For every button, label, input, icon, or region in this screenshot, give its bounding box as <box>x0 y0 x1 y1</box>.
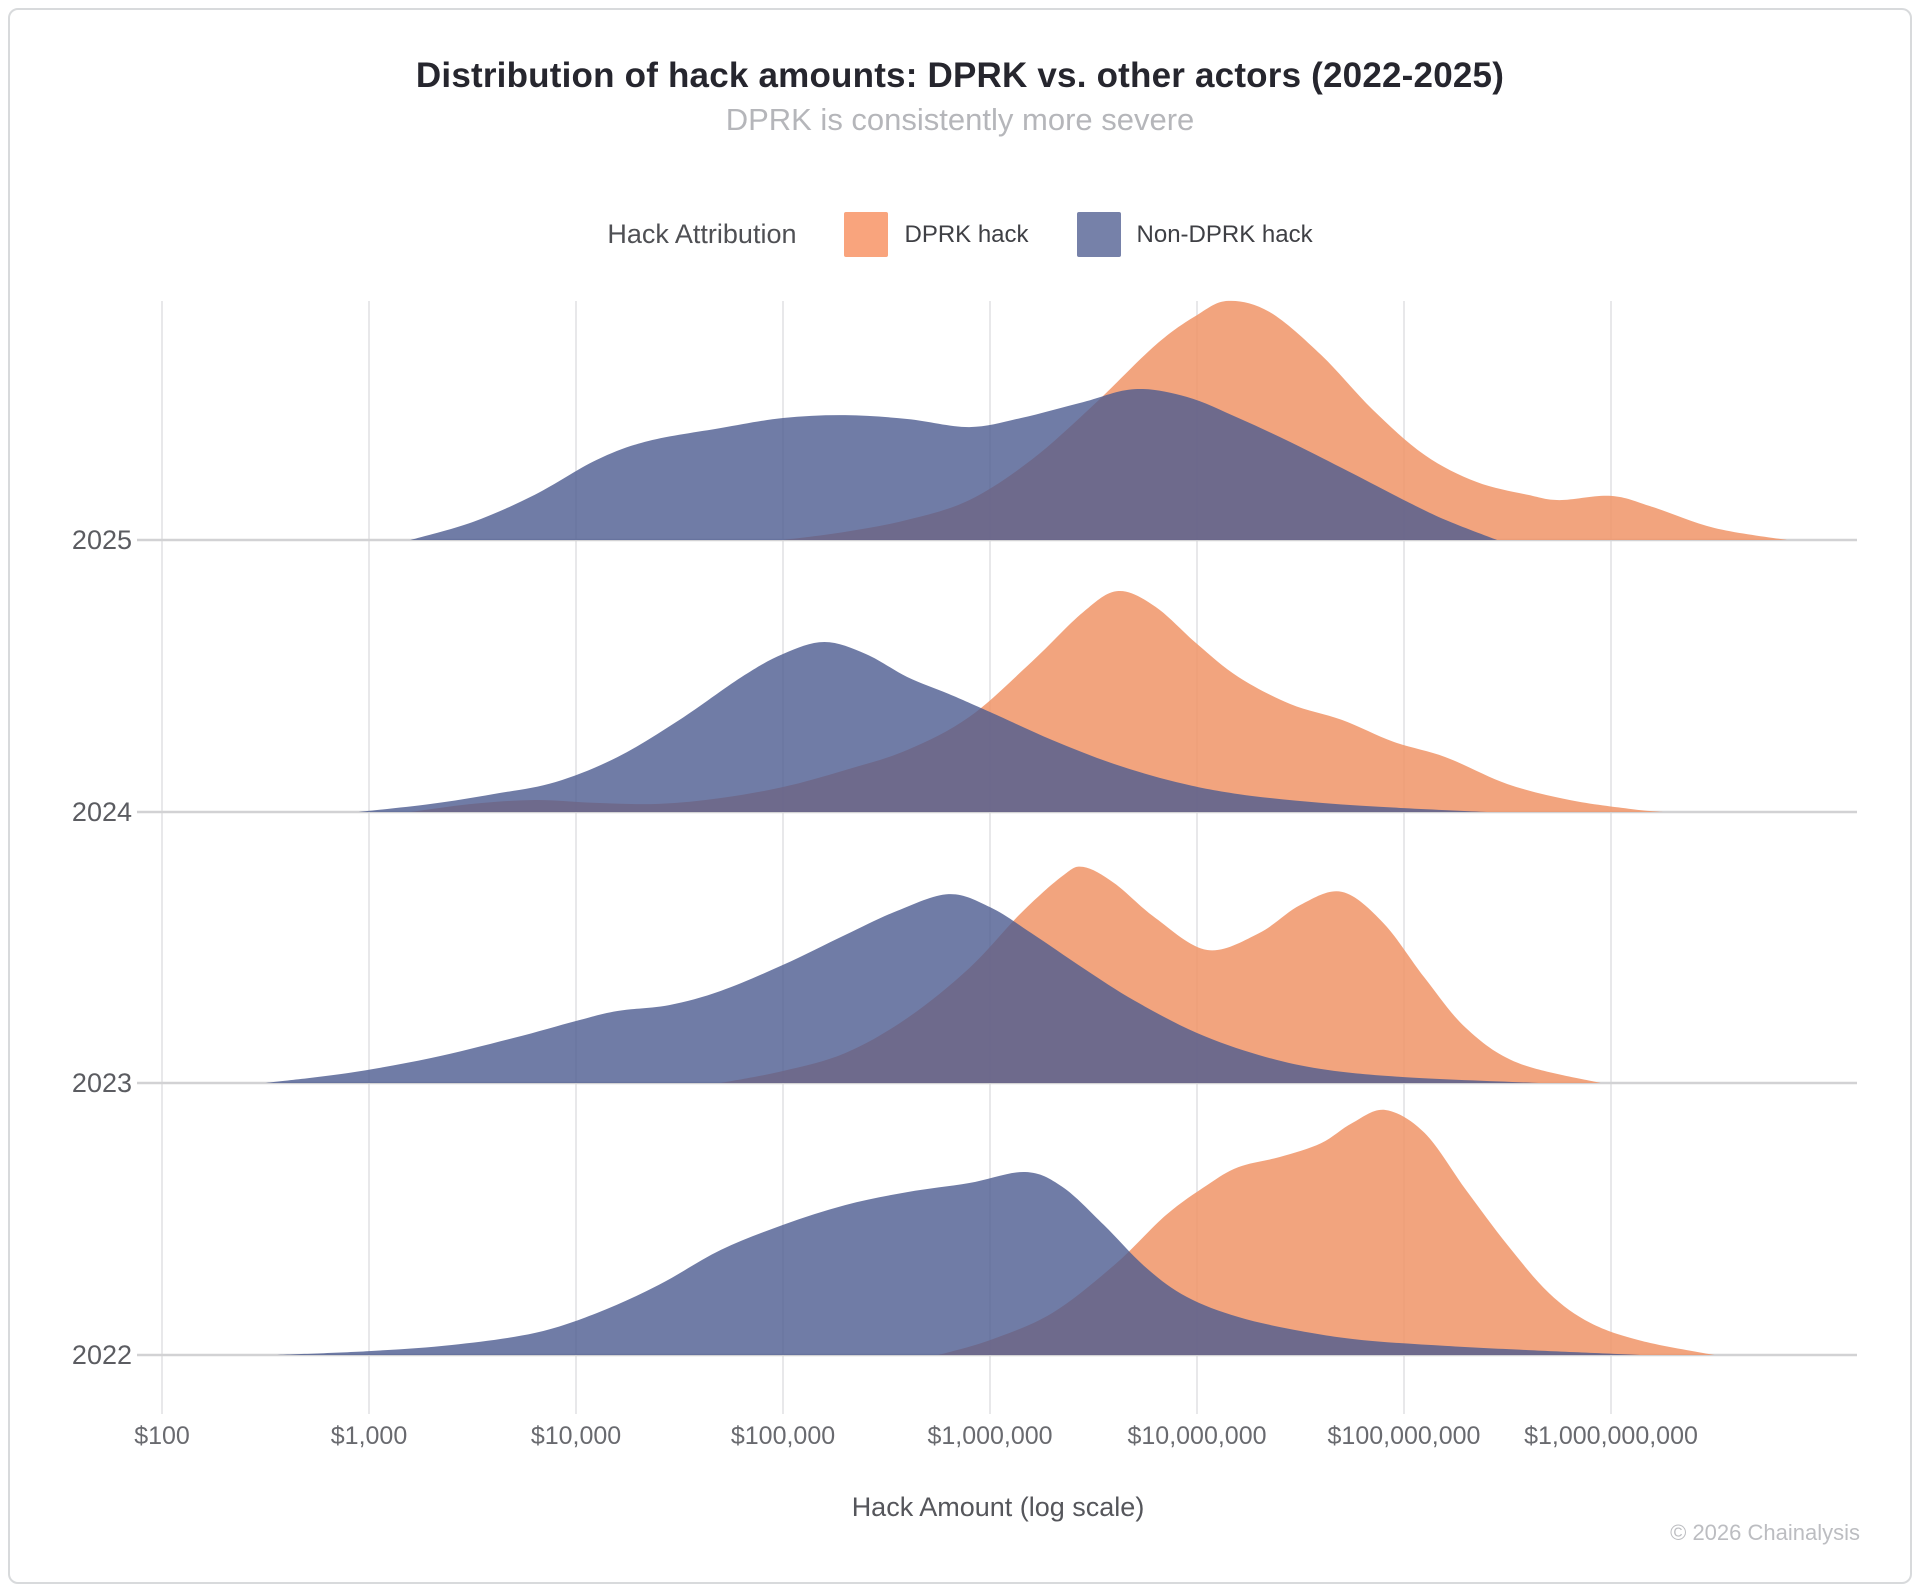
x-tick-label: $100,000 <box>731 1422 835 1450</box>
density-2024-non-dprk <box>358 642 1487 812</box>
x-tick-label: $1,000,000 <box>927 1422 1052 1450</box>
copyright: © 2026 Chainalysis <box>1670 1520 1860 1545</box>
x-tick-label: $10,000 <box>531 1422 621 1450</box>
year-label: 2023 <box>72 1068 132 1098</box>
x-tick-label: $1,000,000,000 <box>1524 1422 1698 1450</box>
year-label: 2022 <box>72 1340 132 1370</box>
density-2025-non-dprk <box>410 388 1498 540</box>
density-2022-non-dprk <box>275 1171 1643 1355</box>
x-axis-title: Hack Amount (log scale) <box>851 1492 1145 1522</box>
chart-title: Distribution of hack amounts: DPRK vs. o… <box>415 56 1505 95</box>
year-label: 2024 <box>72 797 132 827</box>
x-tick-label: $100,000,000 <box>1328 1422 1481 1450</box>
ridgeline-plot: $100 $1,000 $10,000 $100,000 $1,000,000 $10,0… <box>72 300 1857 1450</box>
legend-swatch-non-dprk-icon <box>1076 212 1121 257</box>
legend: Hack Attribution DPRK hack Non-DPRK hack <box>10 212 1910 257</box>
legend-title: Hack Attribution <box>607 219 797 249</box>
chart-subtitle: DPRK is consistently more severe <box>725 102 1195 137</box>
density-2023-non-dprk <box>265 894 1539 1083</box>
legend-swatch-dprk-icon <box>844 212 889 257</box>
legend-item-dprk: DPRK hack <box>844 212 1029 257</box>
x-tick-label: $1,000 <box>331 1422 407 1450</box>
legend-item-non-dprk: Non-DPRK hack <box>1076 212 1313 257</box>
chart-card: Distribution of hack amounts: DPRK vs. o… <box>8 8 1912 1584</box>
x-tick-label: $100 <box>134 1422 190 1450</box>
legend-label-dprk: DPRK hack <box>904 220 1029 248</box>
year-label: 2025 <box>72 525 132 555</box>
legend-label-non-dprk: Non-DPRK hack <box>1136 220 1313 248</box>
x-tick-label: $10,000,000 <box>1127 1422 1266 1450</box>
density-2024-dprk <box>410 590 1663 812</box>
